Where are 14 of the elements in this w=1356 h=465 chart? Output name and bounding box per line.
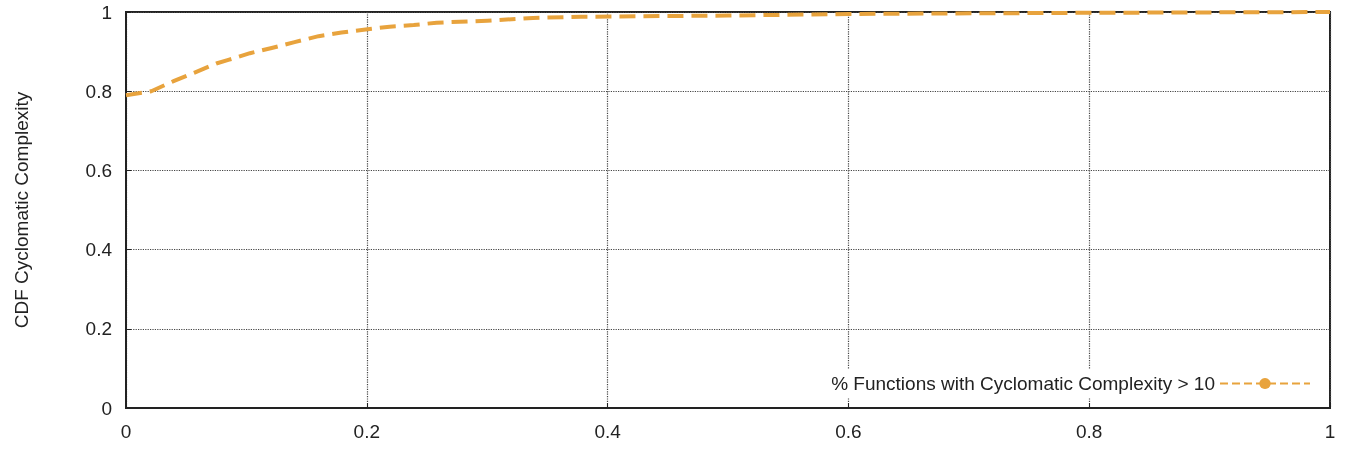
y-tick-label: 0.4 (85, 239, 113, 261)
legend-label: % Functions with Cyclomatic Complexity > 10 (831, 373, 1215, 394)
x-tick-label: 0.8 (1075, 421, 1103, 442)
y-tick-label: 0.6 (85, 159, 112, 181)
y-tick-label: 0 (101, 397, 112, 419)
y-tick-label: 0.2 (85, 318, 112, 340)
y-tick-label: 1 (101, 1, 112, 23)
y-tick-label: 0.8 (85, 80, 112, 102)
x-tick-label: 0.2 (353, 421, 381, 442)
y-axis-title: CDF Cyclomatic Complexity (11, 91, 32, 329)
x-tick-label: 0.6 (835, 421, 862, 442)
x-tick-label: 1 (1324, 421, 1336, 442)
x-tick-label: 0 (120, 421, 132, 442)
x-tick-label: 0.4 (594, 421, 622, 442)
